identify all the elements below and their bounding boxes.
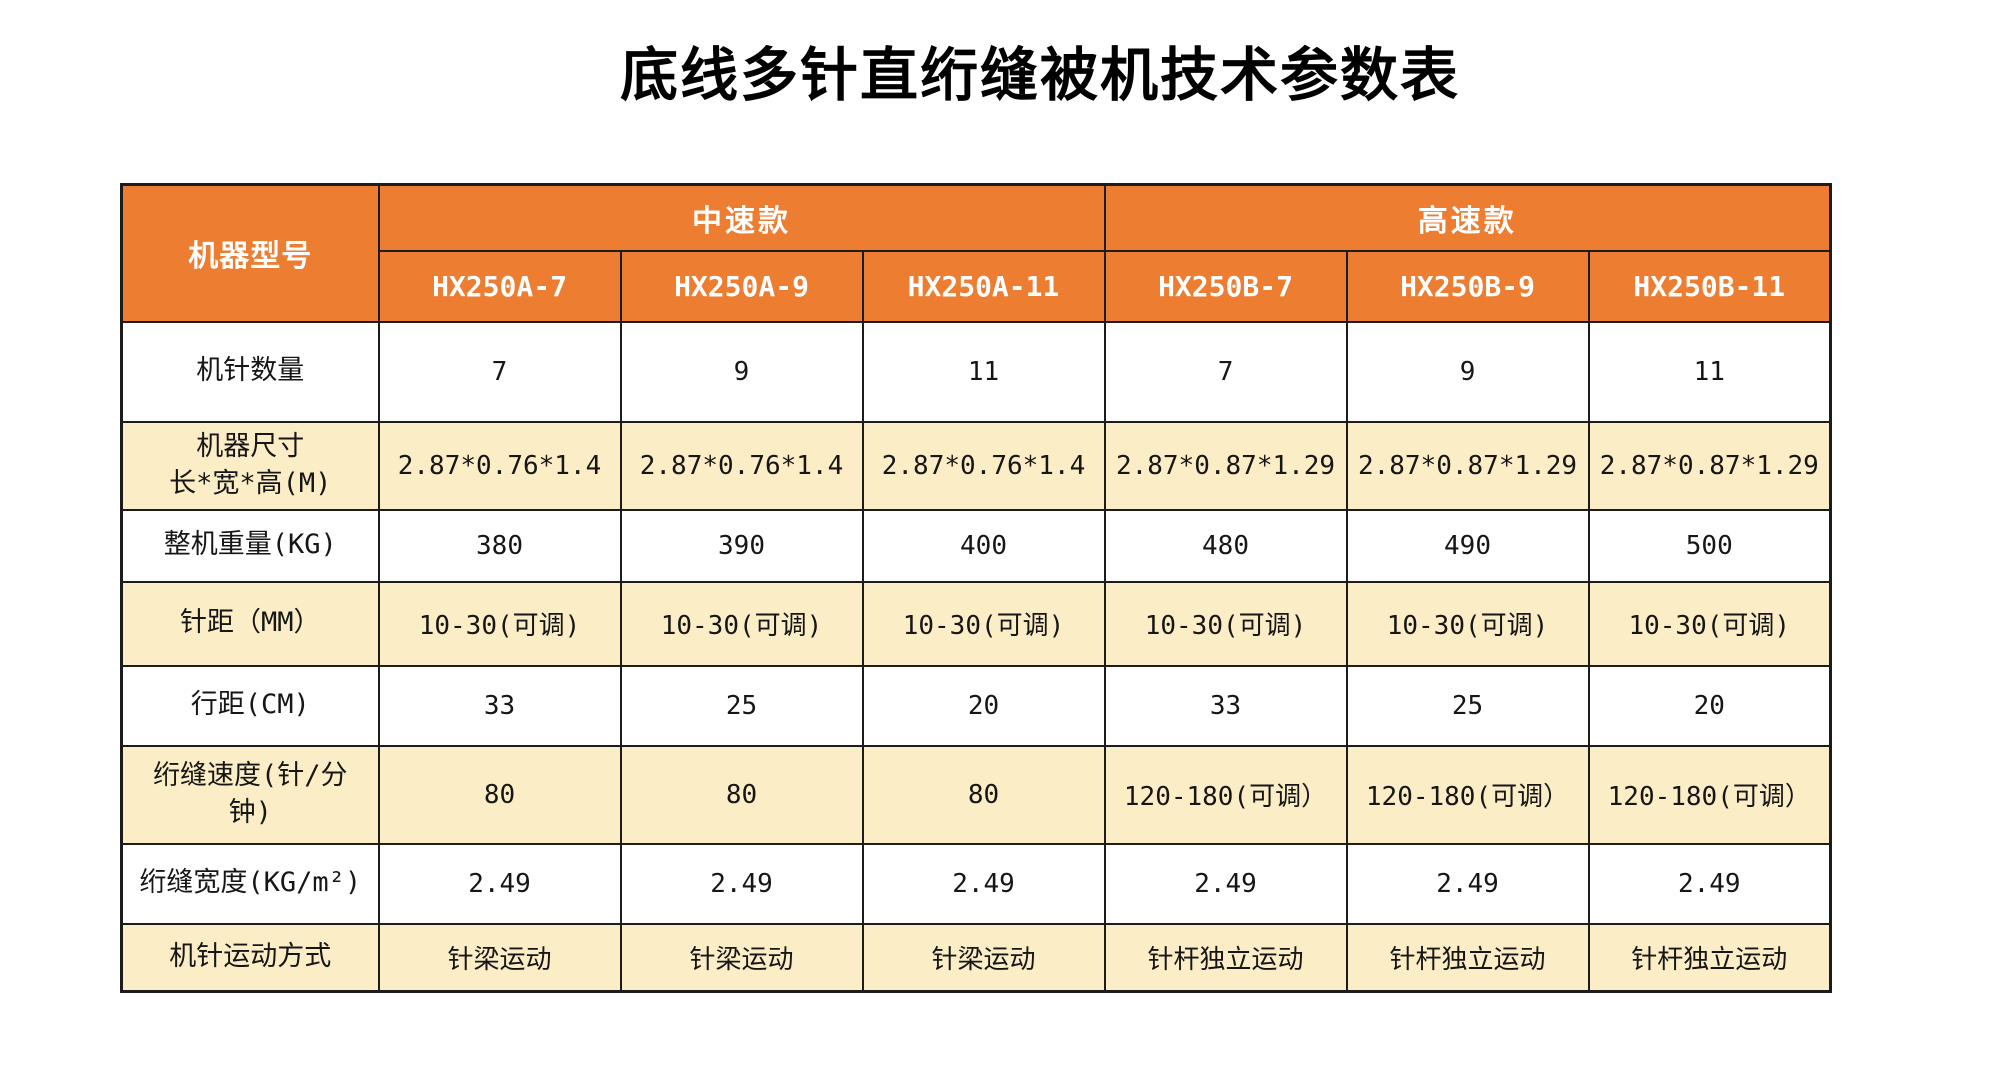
cell-value: 490 bbox=[1345, 508, 1590, 583]
cell-value: 120-180(可调） bbox=[1587, 744, 1832, 845]
cell-value: 2.87*0.87*1.29 bbox=[1345, 420, 1590, 511]
cell-value: 10-30(可调) bbox=[861, 580, 1106, 667]
cell-value: 7 bbox=[377, 320, 622, 423]
table-row: 整机重量(KG) 380 390 400 480 490 500 bbox=[120, 508, 1832, 583]
cell-value: 2.49 bbox=[861, 842, 1106, 925]
cell-value: 25 bbox=[619, 664, 864, 747]
row-label: 机针运动方式 bbox=[120, 922, 380, 993]
cell-value: 2.49 bbox=[619, 842, 864, 925]
row-label: 机针数量 bbox=[120, 320, 380, 423]
cell-value: 2.87*0.87*1.29 bbox=[1103, 420, 1348, 511]
row-label: 绗缝宽度(KG/m²) bbox=[120, 842, 380, 925]
row-label: 绗缝速度(针/分 钟) bbox=[120, 744, 380, 845]
model-header-row: HX250A-7 HX250A-9 HX250A-11 HX250B-7 HX2… bbox=[122, 249, 1832, 323]
cell-value: 2.87*0.76*1.4 bbox=[377, 420, 622, 511]
group-header-medium-speed: 中速款 bbox=[377, 183, 1106, 252]
corner-cell-machine-model: 机器型号 bbox=[120, 183, 380, 323]
cell-value: 11 bbox=[1587, 320, 1832, 423]
cell-value: 2.49 bbox=[377, 842, 622, 925]
cell-value: 33 bbox=[377, 664, 622, 747]
cell-value: 针杆独立运动 bbox=[1345, 922, 1590, 993]
table-row: 行距(CM) 33 25 20 33 25 20 bbox=[120, 664, 1832, 747]
table-row: 绗缝宽度(KG/m²) 2.49 2.49 2.49 2.49 2.49 2.49 bbox=[120, 842, 1832, 925]
table-row: 机针运动方式 针梁运动 针梁运动 针梁运动 针杆独立运动 针杆独立运动 针杆独立运动 bbox=[120, 922, 1832, 993]
model-header-hx250b-11: HX250B-11 bbox=[1587, 249, 1832, 323]
cell-value: 80 bbox=[861, 744, 1106, 845]
cell-value: 25 bbox=[1345, 664, 1590, 747]
row-label: 针距（MM） bbox=[120, 580, 380, 667]
cell-value: 9 bbox=[619, 320, 864, 423]
cell-value: 10-30(可调) bbox=[1345, 580, 1590, 667]
cell-value: 380 bbox=[377, 508, 622, 583]
cell-value: 33 bbox=[1103, 664, 1348, 747]
cell-value: 2.87*0.76*1.4 bbox=[619, 420, 864, 511]
table-header: 机器型号 中速款 高速款 HX250A-7 HX250A-9 HX250A-11… bbox=[120, 183, 1832, 323]
table-row: 机器尺寸 长*宽*高(M) 2.87*0.76*1.4 2.87*0.76*1.4 2… bbox=[120, 420, 1832, 511]
cell-value: 10-30(可调) bbox=[377, 580, 622, 667]
cell-value: 20 bbox=[861, 664, 1106, 747]
model-header-hx250b-7: HX250B-7 bbox=[1103, 249, 1348, 323]
cell-value: 2.87*0.87*1.29 bbox=[1587, 420, 1832, 511]
cell-value: 2.49 bbox=[1345, 842, 1590, 925]
table-row: 针距（MM） 10-30(可调) 10-30(可调) 10-30(可调) 10-30(可… bbox=[120, 580, 1832, 667]
cell-value: 针杆独立运动 bbox=[1103, 922, 1348, 993]
cell-value: 7 bbox=[1103, 320, 1348, 423]
cell-value: 针梁运动 bbox=[861, 922, 1106, 993]
cell-value: 10-30(可调) bbox=[1103, 580, 1348, 667]
model-header-hx250a-9: HX250A-9 bbox=[619, 249, 864, 323]
model-header-hx250b-9: HX250B-9 bbox=[1345, 249, 1590, 323]
group-header-row: 机器型号 中速款 高速款 bbox=[120, 183, 1832, 323]
cell-value: 2.87*0.76*1.4 bbox=[861, 420, 1106, 511]
cell-value: 500 bbox=[1587, 508, 1832, 583]
cell-value: 针梁运动 bbox=[619, 922, 864, 993]
cell-value: 2.49 bbox=[1587, 842, 1832, 925]
cell-value: 9 bbox=[1345, 320, 1590, 423]
row-label: 整机重量(KG) bbox=[120, 508, 380, 583]
cell-value: 120-180(可调） bbox=[1345, 744, 1590, 845]
cell-value: 480 bbox=[1103, 508, 1348, 583]
cell-value: 80 bbox=[377, 744, 622, 845]
cell-value: 10-30(可调) bbox=[1587, 580, 1832, 667]
page-title: 底线多针直绗缝被机技术参数表 bbox=[619, 41, 1460, 109]
cell-value: 120-180(可调） bbox=[1103, 744, 1348, 845]
table-body: 机针数量 7 9 11 7 9 11 机器尺寸 长*宽*高(M) 2.87*0.76*1.4 2.… bbox=[120, 320, 1832, 993]
cell-value: 10-30(可调) bbox=[619, 580, 864, 667]
cell-value: 针杆独立运动 bbox=[1587, 922, 1832, 993]
group-header-high-speed: 高速款 bbox=[1103, 183, 1832, 252]
spec-table: 机器型号 中速款 高速款 HX250A-7 HX250A-9 HX250A-11… bbox=[120, 183, 1833, 993]
cell-value: 400 bbox=[861, 508, 1106, 583]
model-header-hx250a-7: HX250A-7 bbox=[377, 249, 622, 323]
cell-value: 20 bbox=[1587, 664, 1832, 747]
model-header-hx250a-11: HX250A-11 bbox=[861, 249, 1106, 323]
cell-value: 针梁运动 bbox=[377, 922, 622, 993]
cell-value: 11 bbox=[861, 320, 1106, 423]
row-label: 行距(CM) bbox=[120, 664, 380, 747]
table-row: 绗缝速度(针/分 钟) 80 80 80 120-180(可调） 120-180(可调） 1… bbox=[120, 744, 1832, 845]
table-row: 机针数量 7 9 11 7 9 11 bbox=[120, 320, 1832, 423]
cell-value: 2.49 bbox=[1103, 842, 1348, 925]
row-label: 机器尺寸 长*宽*高(M) bbox=[120, 420, 380, 511]
cell-value: 390 bbox=[619, 508, 864, 583]
cell-value: 80 bbox=[619, 744, 864, 845]
